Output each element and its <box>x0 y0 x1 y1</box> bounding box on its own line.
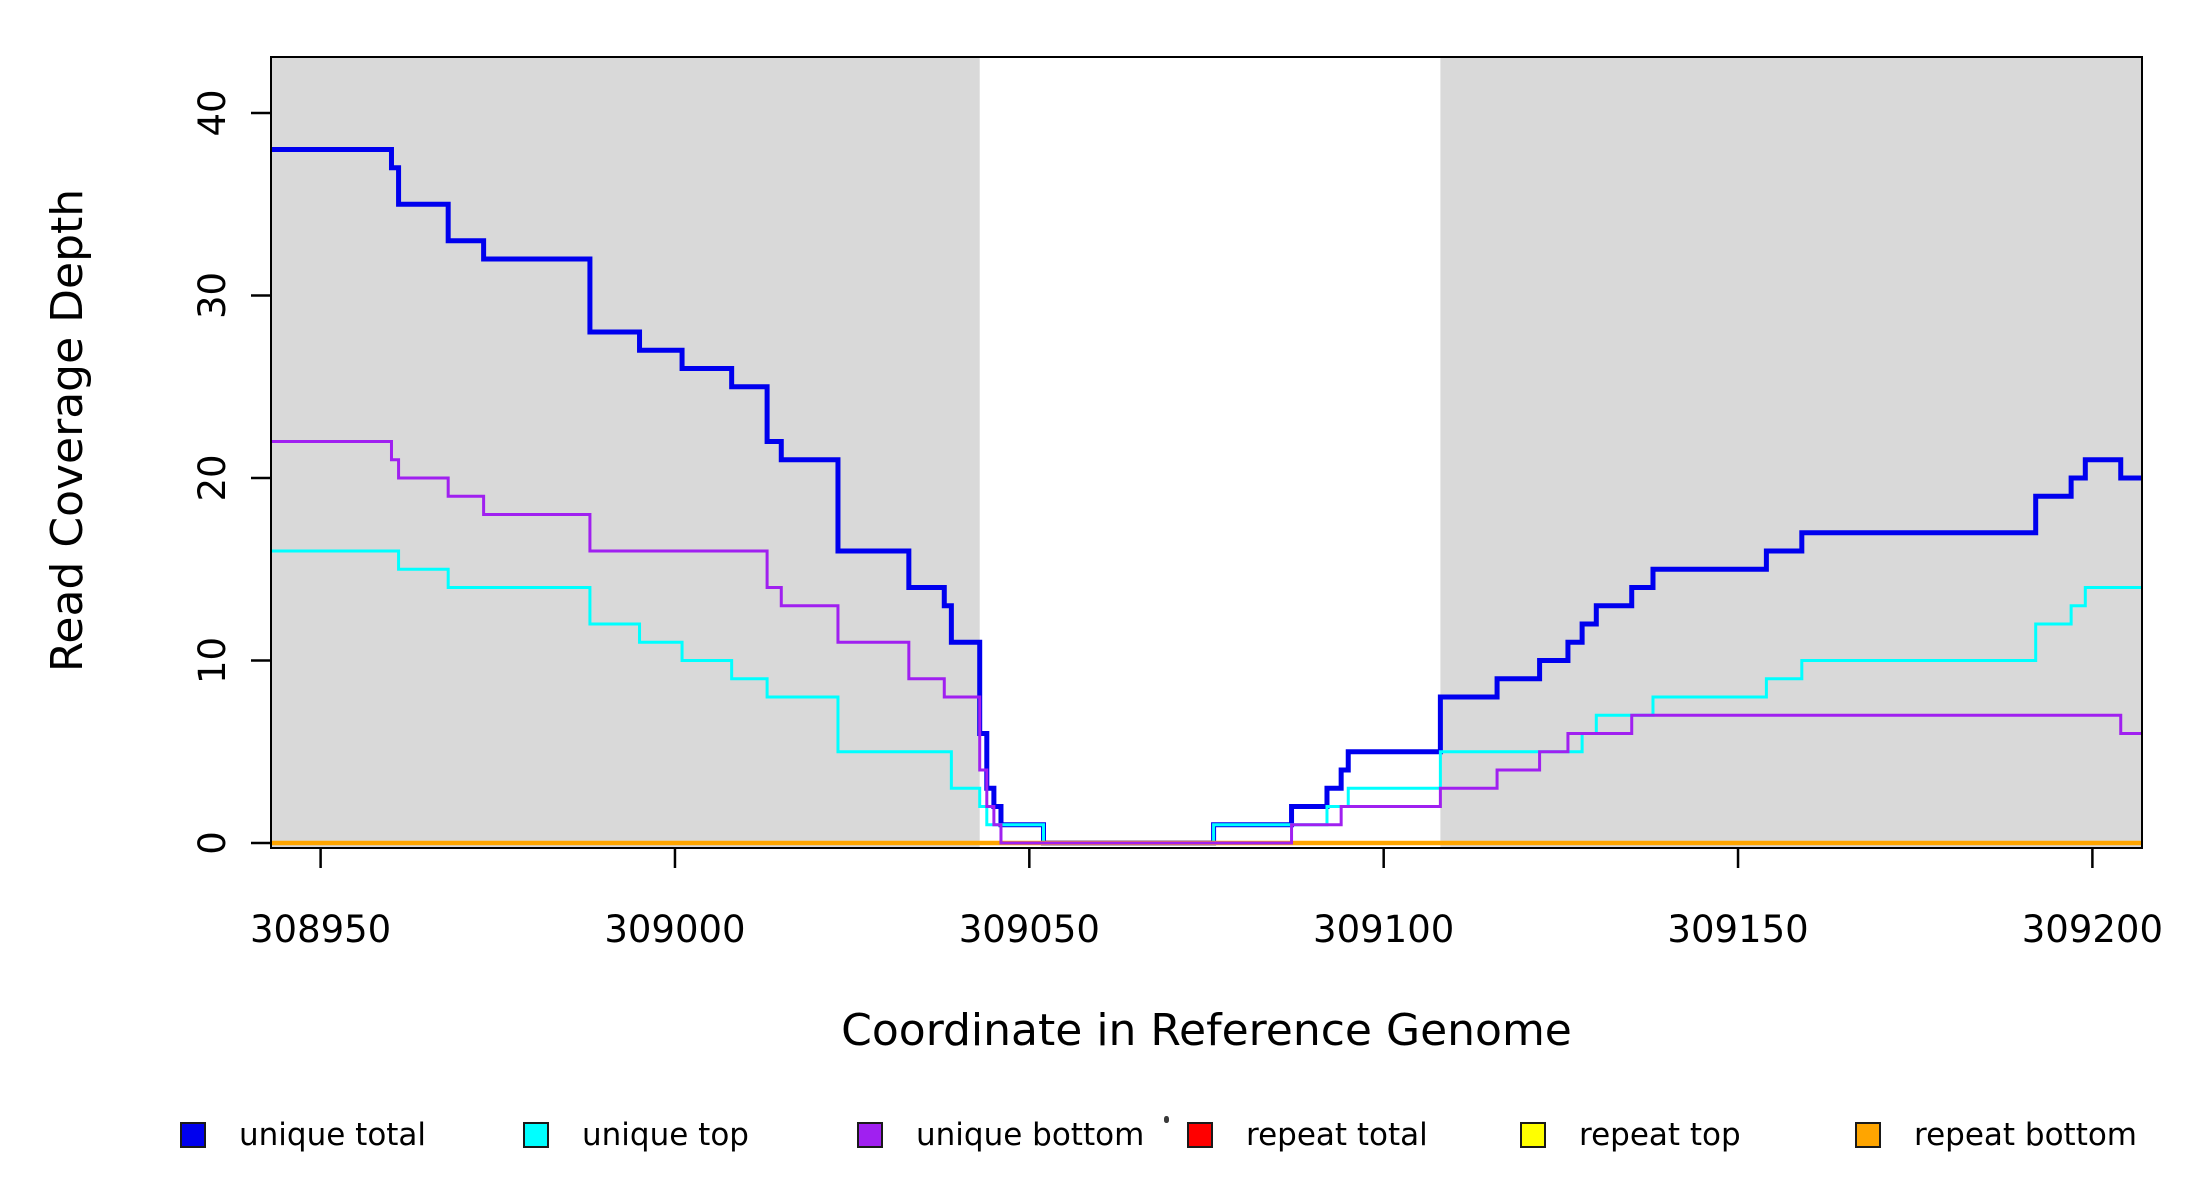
unique-region-band-1 <box>271 57 980 848</box>
stray-mark <box>1164 1116 1169 1123</box>
y-tick-label: 40 <box>191 89 234 136</box>
legend-swatch-unique-total <box>180 1122 206 1148</box>
legend-swatch-repeat-top <box>1520 1122 1546 1148</box>
legend-label: repeat top <box>1579 1117 1741 1153</box>
legend-label: unique total <box>239 1117 427 1153</box>
x-tick-label: 309150 <box>1667 908 1808 951</box>
legend-item-unique-bottom: unique bottom <box>857 1118 1144 1152</box>
x-tick-label: 309000 <box>604 908 745 951</box>
y-tick-label: 10 <box>191 637 234 684</box>
legend-swatch-repeat-total <box>1187 1122 1213 1148</box>
x-axis-title: Coordinate in Reference Genome <box>841 1005 1572 1056</box>
legend-label: repeat total <box>1246 1117 1428 1153</box>
y-tick-label: 30 <box>191 272 234 319</box>
legend-swatch-repeat-bottom <box>1855 1122 1881 1148</box>
series-line-unique-bottom <box>271 440 2142 845</box>
legend-label: unique top <box>582 1117 749 1153</box>
plot-frame <box>270 56 2143 849</box>
legend-item-unique-total: unique total <box>180 1118 426 1152</box>
y-tick-label: 0 <box>191 831 234 855</box>
legend-item-unique-top: unique top <box>523 1118 749 1152</box>
legend-label: unique bottom <box>916 1117 1145 1153</box>
legend-item-repeat-total: repeat total <box>1187 1118 1428 1152</box>
legend-swatch-unique-top <box>523 1122 549 1148</box>
legend-label: repeat bottom <box>1914 1117 2138 1153</box>
y-tick-label: 20 <box>191 454 234 501</box>
legend-item-repeat-bottom: repeat bottom <box>1855 1118 2137 1152</box>
x-tick-label: 309200 <box>2022 908 2163 951</box>
legend-swatch-unique-bottom <box>857 1122 883 1148</box>
legend: unique total unique top unique bottom repea… <box>0 0 2200 1152</box>
x-tick-label: 309050 <box>959 908 1100 951</box>
y-axis-title: Read Coverage Depth <box>42 189 93 672</box>
legend-item-repeat-top: repeat top <box>1520 1118 1741 1152</box>
x-tick-label: 308950 <box>250 908 391 951</box>
unique-region-band-2 <box>1440 57 2142 848</box>
x-tick-label: 309100 <box>1313 908 1454 951</box>
